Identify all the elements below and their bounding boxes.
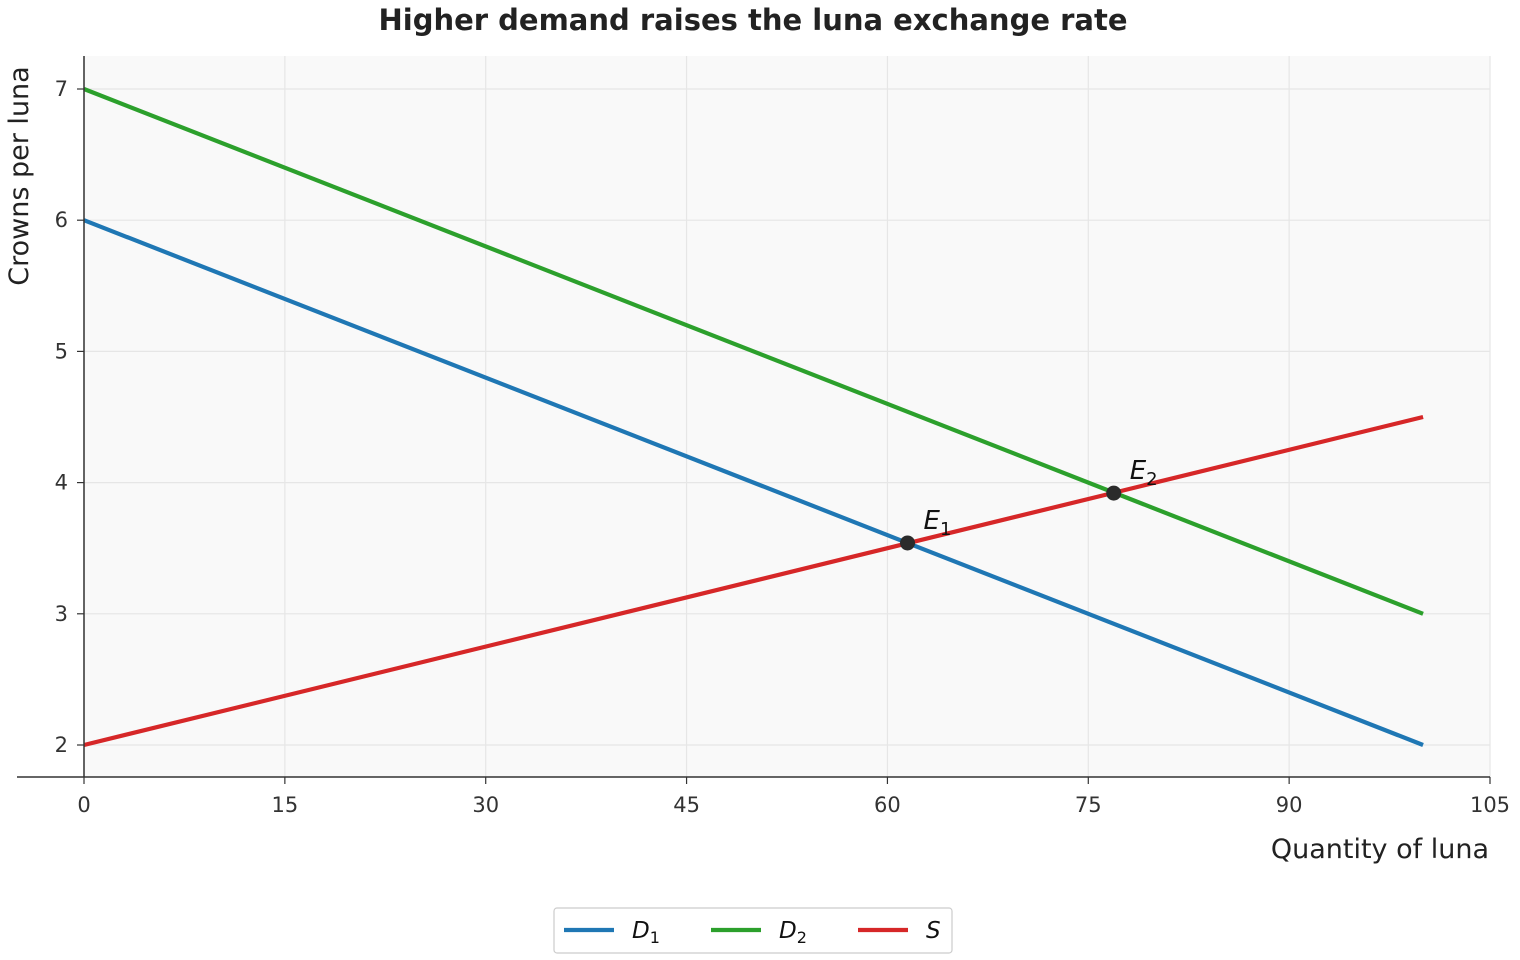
x-tick-label: 15: [271, 793, 298, 817]
y-tick-label: 7: [55, 77, 68, 101]
series-lines: [83, 87, 1424, 748]
x-tick-label: 90: [1276, 793, 1303, 817]
x-tick-label: 0: [77, 793, 90, 817]
equilibrium-label-e2: E2: [1130, 456, 1158, 490]
x-tick-label: 60: [874, 793, 901, 817]
y-tick-label: 4: [55, 471, 68, 495]
y-tick-label: 6: [55, 208, 68, 232]
equilibrium-point-e2: [1106, 485, 1122, 501]
plot-area: [84, 56, 1490, 777]
y-tick-label: 5: [55, 339, 68, 363]
x-tick-label: 30: [472, 793, 499, 817]
series-line-d2: [83, 87, 1424, 616]
x-tick-label: 105: [1470, 793, 1510, 817]
x-tick-label: 75: [1075, 793, 1102, 817]
legend: D1 D2 S: [553, 907, 953, 954]
chart-title: Higher demand raises the luna exchange r…: [378, 3, 1127, 37]
y-axis-label: Crowns per luna: [4, 66, 35, 285]
x-axis-label: Quantity of luna: [1271, 834, 1489, 865]
y-axis-ticks: 2 3 4 5 6 7: [55, 77, 84, 757]
equilibrium-point-e1: [900, 535, 916, 551]
grid: [83, 56, 1491, 777]
x-tick-label: 45: [673, 793, 700, 817]
series-line-d1: [83, 218, 1424, 747]
legend-label: S: [926, 918, 941, 944]
y-tick-label: 2: [55, 733, 68, 757]
x-axis-ticks: 0 15 30 45 60 75 90 105: [77, 777, 1510, 817]
series-line-s: [83, 414, 1424, 748]
y-tick-label: 3: [55, 602, 68, 626]
